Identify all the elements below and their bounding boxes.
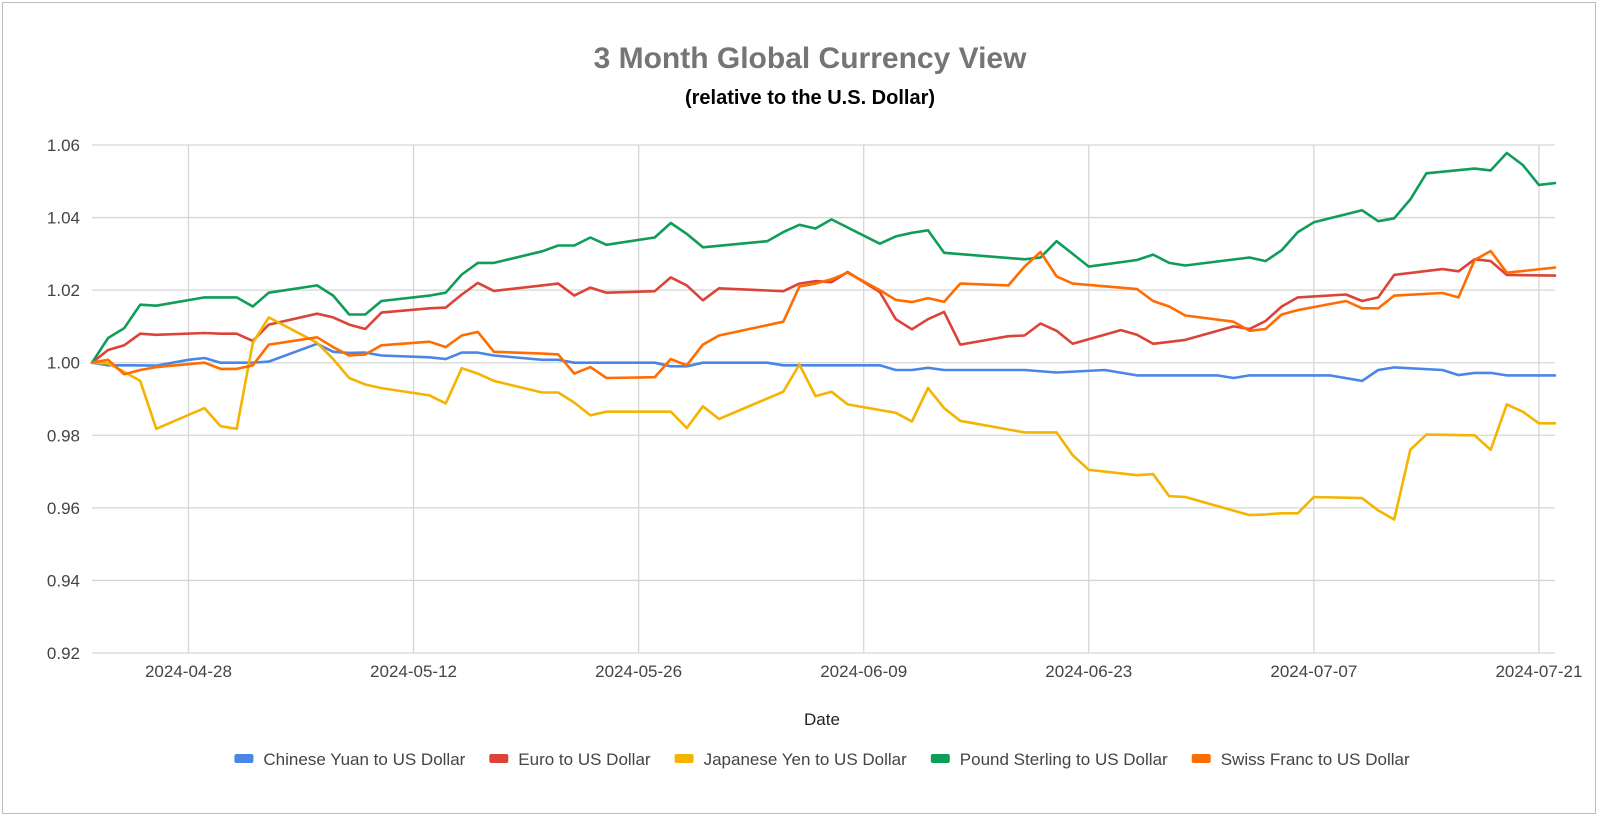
x-axis-title: Date: [804, 710, 840, 729]
series-line-2: [90, 257, 1557, 365]
y-tick-label: 1.00: [47, 354, 80, 373]
y-tick-label: 0.94: [47, 571, 80, 590]
chart-subtitle: (relative to the U.S. Dollar): [685, 87, 935, 109]
legend-swatch: [234, 754, 254, 763]
legend-item: Euro to US Dollar: [489, 750, 651, 769]
series-line-3: [90, 316, 1557, 521]
chart-title: 3 Month Global Currency View: [594, 42, 1028, 75]
legend-swatch: [674, 754, 694, 763]
series-line-1: [90, 342, 1557, 383]
x-tick-label: 2024-06-23: [1045, 662, 1132, 681]
x-tick-label: 2024-06-09: [820, 662, 907, 681]
series-lines: [90, 151, 1557, 521]
x-axis-ticks: 2024-04-28 2024-05-12 2024-05-26 2024-06-09…: [145, 662, 1582, 681]
legend-item: Japanese Yen to US Dollar: [674, 750, 908, 769]
y-axis-ticks: 1.06 1.04 1.02 1.00 0.98 0.96 0.94 0.92: [47, 136, 80, 663]
legend-label: Pound Sterling to US Dollar: [960, 750, 1168, 769]
y-tick-label: 1.04: [47, 209, 80, 228]
legend-item: Swiss Franc to US Dollar: [1191, 750, 1410, 769]
y-tick-label: 0.98: [47, 426, 80, 445]
x-tick-label: 2024-05-12: [370, 662, 457, 681]
legend-item: Chinese Yuan to US Dollar: [234, 750, 466, 769]
legend-label: Japanese Yen to US Dollar: [704, 750, 908, 769]
legend: Chinese Yuan to US Dollar Euro to US Doll…: [234, 750, 1410, 769]
legend-label: Swiss Franc to US Dollar: [1221, 750, 1410, 769]
y-tick-label: 0.96: [47, 499, 80, 518]
legend-swatch: [1191, 754, 1211, 763]
x-tick-label: 2024-05-26: [595, 662, 682, 681]
legend-swatch: [930, 754, 950, 763]
gridlines: [92, 144, 1555, 654]
series-line-5: [90, 249, 1557, 380]
x-tick-label: 2024-07-07: [1270, 662, 1357, 681]
x-tick-label: 2024-07-21: [1495, 662, 1582, 681]
legend-label: Chinese Yuan to US Dollar: [263, 750, 465, 769]
y-tick-label: 1.02: [47, 281, 80, 300]
legend-swatch: [489, 754, 509, 763]
y-tick-label: 0.92: [47, 644, 80, 663]
y-tick-label: 1.06: [47, 136, 80, 155]
x-tick-label: 2024-04-28: [145, 662, 232, 681]
series-line-4: [90, 151, 1557, 365]
legend-item: Pound Sterling to US Dollar: [930, 750, 1168, 769]
legend-label: Euro to US Dollar: [518, 750, 651, 769]
